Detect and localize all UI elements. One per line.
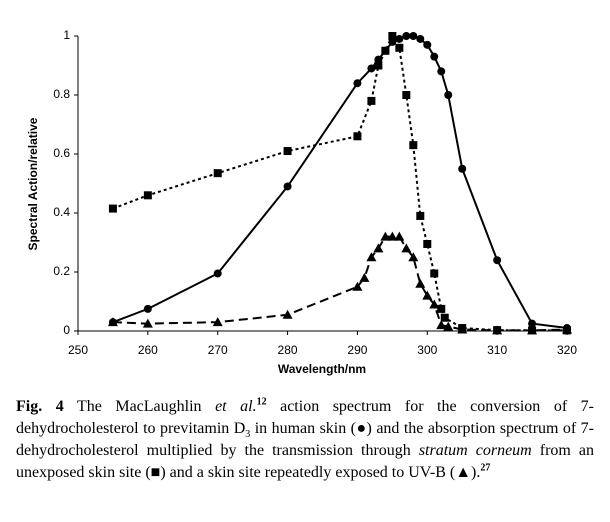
point <box>409 141 418 150</box>
point <box>107 317 118 327</box>
point <box>422 290 433 300</box>
y-axis-label: Spectral Action/relative <box>26 117 40 250</box>
point <box>143 304 152 313</box>
point <box>408 252 419 262</box>
y-tick-label: 0 <box>63 323 70 337</box>
point <box>366 252 377 262</box>
x-tick-label: 260 <box>138 343 158 357</box>
point <box>423 40 432 49</box>
y-tick-label: 0.6 <box>53 146 70 160</box>
point <box>108 204 117 213</box>
point <box>374 61 383 70</box>
point <box>440 313 449 322</box>
point <box>430 52 439 61</box>
y-tick-label: 0.4 <box>53 205 70 219</box>
caption-text: et al. <box>215 398 257 415</box>
point <box>528 319 537 328</box>
point <box>367 96 376 105</box>
x-tick-label: 250 <box>68 343 88 357</box>
point <box>423 239 432 248</box>
caption-ref: 12 <box>256 396 267 408</box>
caption: Fig. 4 The MacLaughlin et al.12 action s… <box>16 396 594 484</box>
point <box>436 320 447 330</box>
caption-text: The MacLaughlin <box>63 398 216 415</box>
point <box>388 32 397 40</box>
point <box>212 317 223 327</box>
point <box>387 231 398 241</box>
x-tick-label: 310 <box>487 343 507 357</box>
series-line <box>112 35 568 330</box>
point <box>443 321 454 331</box>
point <box>394 231 405 241</box>
point <box>457 324 468 334</box>
point <box>444 91 453 99</box>
point <box>142 318 153 328</box>
caption-text: stratum corneum <box>418 442 532 459</box>
point <box>415 278 426 288</box>
point <box>527 325 538 335</box>
point <box>493 256 502 265</box>
x-axis-label: Wavelength/nm <box>278 362 366 376</box>
point <box>380 231 391 241</box>
point <box>353 79 362 88</box>
point <box>437 67 446 76</box>
point <box>359 272 370 282</box>
y-tick-label: 0.8 <box>53 87 70 101</box>
x-tick-label: 320 <box>557 343 577 357</box>
point <box>373 243 384 253</box>
caption-ref: 27 <box>480 462 491 474</box>
y-tick-label: 0.2 <box>53 264 70 278</box>
point <box>213 269 222 278</box>
x-tick-label: 290 <box>347 343 367 357</box>
x-tick-label: 300 <box>417 343 437 357</box>
point <box>395 43 404 52</box>
y-tick-label: 1 <box>63 28 70 42</box>
point <box>409 32 418 40</box>
point <box>353 132 362 141</box>
point <box>402 91 411 99</box>
point <box>402 32 411 40</box>
point <box>213 169 222 178</box>
x-tick-label: 270 <box>208 343 228 357</box>
caption-sub: 3 <box>245 429 251 441</box>
point <box>283 182 292 191</box>
point <box>416 211 425 220</box>
caption-text: in human skin (●) and the absorption spe… <box>16 420 595 459</box>
point <box>492 325 503 335</box>
point <box>283 147 292 156</box>
point <box>562 324 572 334</box>
point <box>143 191 152 200</box>
point <box>381 46 390 55</box>
point <box>458 164 467 173</box>
series-line <box>112 235 568 332</box>
caption-text: from an unexposed skin site (■) and a sk… <box>16 442 595 481</box>
point <box>367 64 376 73</box>
point <box>429 299 440 309</box>
point <box>352 281 363 291</box>
x-tick-label: 280 <box>278 343 298 357</box>
point <box>401 243 412 253</box>
point <box>437 304 446 313</box>
chart: Spectral Action/relative Wavelength/nm 0… <box>26 28 577 376</box>
point <box>430 269 439 278</box>
point <box>282 309 293 319</box>
point <box>395 34 404 43</box>
series-line <box>112 33 567 332</box>
caption-text: action spectrum for the conversion of 7-… <box>16 398 594 437</box>
caption-label: Fig. 4 <box>16 398 64 415</box>
point <box>416 34 425 43</box>
